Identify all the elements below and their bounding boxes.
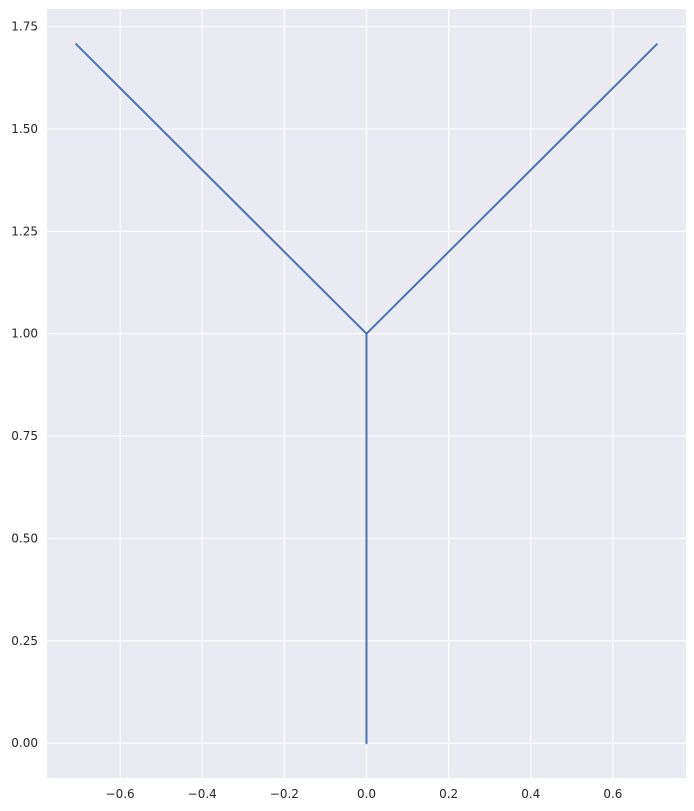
y-tick-label: 1.50	[11, 122, 38, 136]
y-tick-label: 0.75	[11, 429, 38, 443]
x-tick-label: 0.6	[603, 787, 622, 801]
y-tick-label: 0.50	[11, 531, 38, 545]
x-tick-label: 0.4	[521, 787, 540, 801]
y-tick-label: 1.75	[11, 20, 38, 34]
y-tick-label: 1.25	[11, 224, 38, 238]
x-tick-label: −0.4	[188, 787, 217, 801]
series-line	[75, 43, 658, 745]
x-tick-label: −0.6	[106, 787, 135, 801]
y-tick-label: 0.25	[11, 634, 38, 648]
y-tick-label: 1.00	[11, 327, 38, 341]
y-tick-label: 0.00	[11, 736, 38, 750]
series-group	[75, 43, 658, 745]
x-tick-label: −0.2	[270, 787, 299, 801]
x-axis: −0.6 −0.4 −0.2 0.0 0.2 0.4 0.6	[106, 787, 623, 801]
x-tick-label: 0.0	[357, 787, 376, 801]
y-axis: 0.00 0.25 0.50 0.75 1.00 1.25 1.50 1.75	[11, 20, 38, 751]
x-grid	[119, 9, 614, 778]
x-tick-label: 0.2	[439, 787, 458, 801]
